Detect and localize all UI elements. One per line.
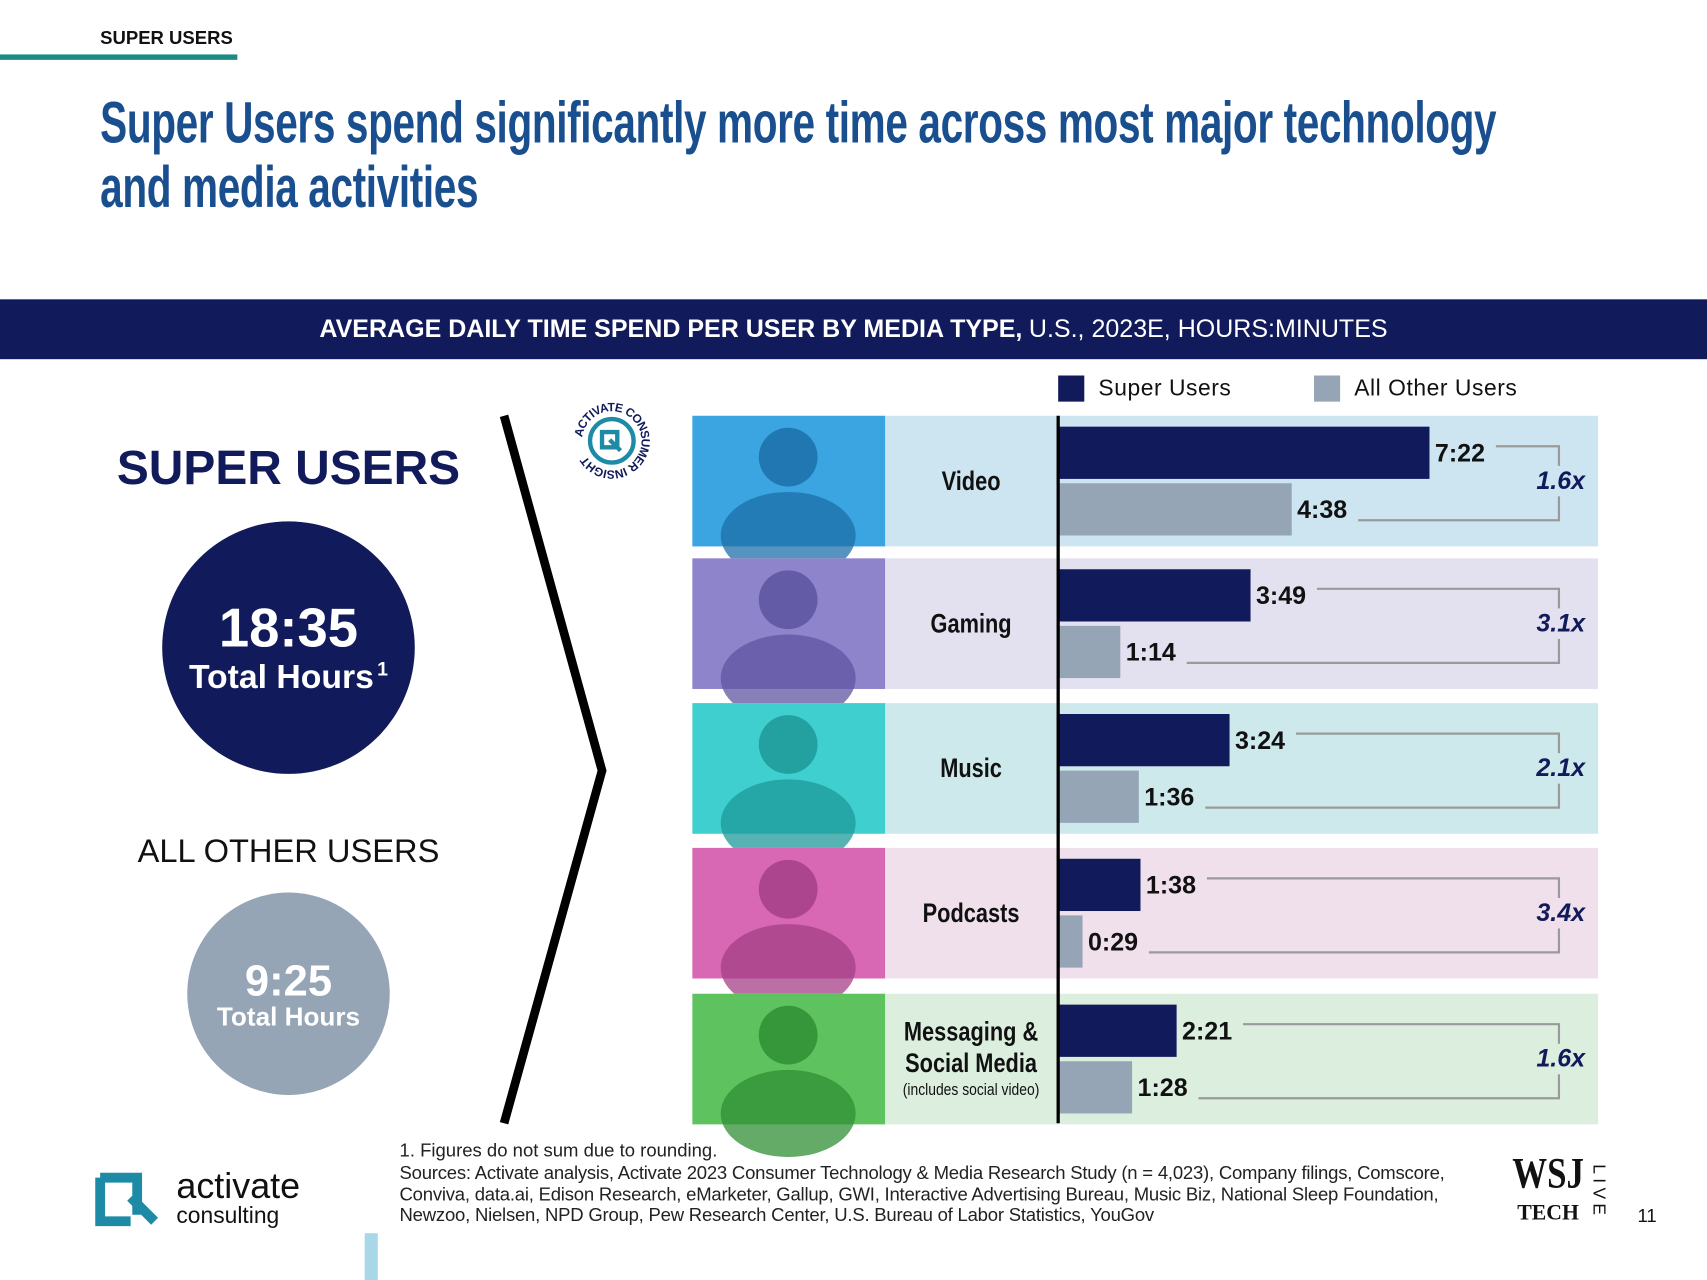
bar — [1058, 915, 1083, 968]
footnote-marker: 1 — [377, 659, 388, 681]
category-wrap: Music — [885, 703, 1057, 834]
others-total: 9:25 — [245, 957, 332, 1005]
title: Super Users spend significantly more tim… — [100, 91, 1497, 220]
category-box: Messaging & Social Media(includes social… — [885, 994, 1057, 1125]
sources-box: Sources: Activate analysis, Activate 202… — [399, 1162, 1445, 1226]
category-box: Video — [885, 416, 1057, 547]
photo-body — [720, 924, 856, 1012]
banner-text: AVERAGE DAILY TIME SPEND PER USER BY MED… — [319, 314, 1387, 342]
category-wrap: Video — [885, 416, 1057, 547]
photo-body — [720, 491, 856, 580]
ratio-label: 1.6x — [1536, 467, 1586, 495]
value-label: 2:21 — [1182, 1018, 1232, 1046]
chart-subtitle: U.S., 2023E, HOURS:MINUTES — [1029, 314, 1388, 342]
banner — [0, 299, 1707, 360]
super-label: Total Hours — [189, 658, 374, 696]
category-wrap: Messaging & Social Media (includes social… — [885, 994, 1057, 1125]
others-circle — [187, 892, 390, 1095]
badge-icon — [599, 429, 623, 453]
section-label: SUPER USERS — [100, 27, 233, 48]
logo: activate consulting — [95, 1165, 300, 1228]
photo-head — [758, 1005, 818, 1065]
bar — [1058, 625, 1121, 679]
photo-head — [758, 570, 818, 630]
logo-icon — [95, 1172, 159, 1227]
photo-body — [720, 634, 856, 722]
photo-head — [758, 715, 818, 774]
chevron — [499, 414, 607, 1125]
category-wrap: Podcasts — [885, 848, 1057, 979]
partner-side: LIVE — [1590, 1164, 1610, 1219]
value-label: 1:14 — [1126, 639, 1176, 667]
category-box: Gaming — [885, 558, 1057, 689]
ratio-label: 3.1x — [1536, 609, 1586, 637]
ratio-label: 2.1x — [1535, 754, 1586, 782]
category-box: Music — [885, 703, 1057, 834]
category-wrap: Gaming — [885, 558, 1057, 689]
bar — [1058, 426, 1430, 479]
category-label: Podcasts — [922, 897, 1020, 928]
value-label: 1:38 — [1146, 872, 1196, 900]
others-label: Total Hours — [217, 1002, 360, 1032]
super-total: 18:35 — [219, 598, 358, 659]
ratio-label: 1.6x — [1536, 1045, 1586, 1073]
title-box: Super Users spend significantly more tim… — [100, 91, 1497, 220]
category-label: Music — [940, 752, 1002, 784]
photo-head — [758, 859, 818, 919]
value-label: 1:36 — [1144, 784, 1194, 812]
value-label: 3:24 — [1235, 727, 1285, 755]
value-label: 4:38 — [1297, 496, 1347, 524]
photo-body — [720, 779, 856, 867]
bar — [1058, 714, 1230, 767]
badge: ACTIVATE CONSUMER INSIGHT — [572, 400, 653, 481]
logo-sub: consulting — [176, 1202, 279, 1228]
chart-title: AVERAGE DAILY TIME SPEND PER USER BY MED… — [319, 314, 1022, 342]
ratio-backdrop — [1528, 608, 1590, 639]
value-label: 1:28 — [1138, 1074, 1188, 1102]
partner-sub: TECH — [1517, 1201, 1579, 1225]
accent-bar — [364, 1233, 378, 1280]
category-box: Podcasts — [885, 848, 1057, 979]
section-underline — [0, 54, 238, 60]
others-heading: ALL OTHER USERS — [138, 832, 440, 869]
bar — [1058, 1004, 1177, 1057]
legend-label: Super Users — [1098, 375, 1231, 401]
bar — [1058, 569, 1251, 622]
bar — [1058, 483, 1292, 536]
legend-label: All Other Users — [1354, 375, 1517, 401]
sources: Sources: Activate analysis, Activate 202… — [399, 1162, 1445, 1226]
ratio-backdrop — [1528, 753, 1590, 784]
chart: Super Users All Other Users Video 7:22 4:38 1… — [692, 375, 1599, 1158]
logo-name: activate — [176, 1165, 300, 1206]
ratio-backdrop — [1528, 465, 1590, 497]
value-label: 0:29 — [1088, 928, 1138, 956]
photo-head — [758, 427, 818, 487]
photo-body — [720, 1069, 856, 1158]
legend-swatch — [1313, 375, 1341, 402]
value-label: 7:22 — [1435, 440, 1485, 468]
category-label: Messaging & Social Media — [903, 1016, 1039, 1079]
super-circle — [162, 521, 415, 774]
page-number: 11 — [1638, 1205, 1657, 1226]
category-note: (includes social video) — [902, 1080, 1040, 1100]
bar — [1058, 858, 1141, 912]
legend-swatch — [1058, 375, 1085, 402]
ratio-backdrop — [1528, 1043, 1590, 1075]
super-heading: SUPER USERS — [117, 442, 460, 495]
ratio-backdrop — [1528, 897, 1590, 929]
super-total-label: Total Hours 1 — [189, 658, 388, 696]
partner-name: WSJ — [1512, 1149, 1584, 1198]
bar — [1058, 1061, 1133, 1114]
bar — [1058, 770, 1139, 823]
footnote: 1. Figures do not sum due to rounding. — [400, 1139, 718, 1160]
category-label: Video — [941, 465, 1001, 496]
category-label: Gaming — [930, 607, 1012, 639]
ratio-label: 3.4x — [1536, 899, 1586, 927]
value-label: 3:49 — [1256, 582, 1306, 610]
